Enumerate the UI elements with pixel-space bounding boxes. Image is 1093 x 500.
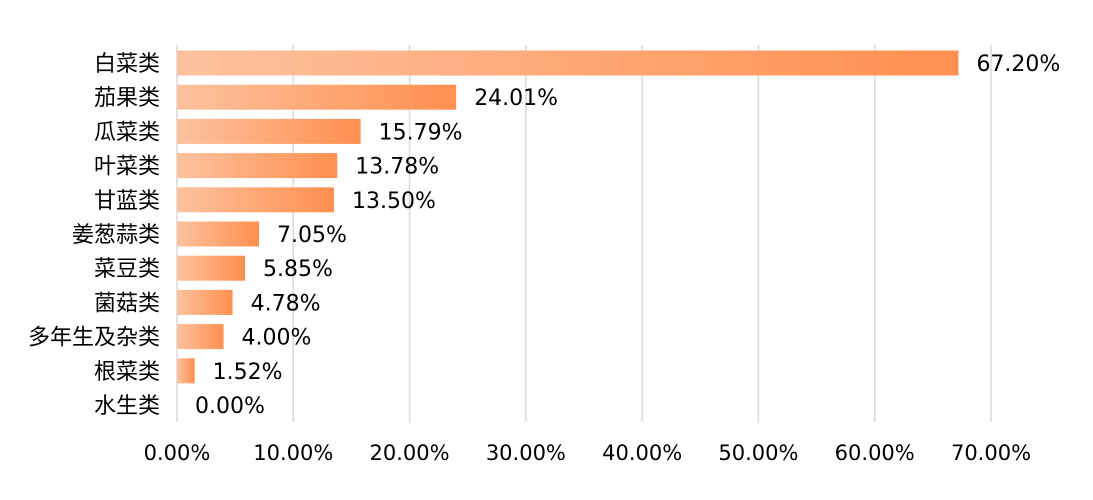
value-label-1: 24.01% [474, 86, 558, 111]
bars [177, 50, 959, 384]
x-tick-label-6: 60.00% [835, 441, 915, 465]
value-label-9: 1.52% [213, 360, 283, 385]
x-tick-label-1: 10.00% [253, 441, 333, 465]
x-tick-label-3: 30.00% [486, 441, 566, 465]
value-labels: 67.20% 24.01% 15.79% 13.78% 13.50%7.05% 5.85%… [195, 52, 1060, 419]
bar-6 [177, 255, 246, 281]
value-label-5: 7.05% [277, 223, 347, 248]
value-label-6: 5.85% [263, 257, 333, 282]
value-label-3: 13.78% [355, 155, 439, 180]
bar-4 [177, 187, 334, 213]
category-label-5: 姜葱蒜类 [72, 223, 160, 248]
bar-0 [177, 50, 959, 76]
value-label-0: 67.20% [976, 52, 1060, 77]
category-label-6: 菜豆类 [94, 257, 160, 282]
x-tick-label-0: 0.00% [144, 441, 211, 465]
x-tick-label-4: 40.00% [602, 441, 682, 465]
x-tick-label-7: 70.00% [951, 441, 1031, 465]
category-label-4: 甘蓝类 [94, 189, 160, 214]
value-label-8: 4.00% [242, 326, 312, 351]
bar-3 [177, 153, 338, 179]
category-label-8: 多年生及杂类 [28, 326, 160, 351]
category-label-9: 根菜类 [94, 360, 160, 385]
value-label-10: 0.00% [195, 394, 265, 419]
bar-7 [177, 289, 233, 315]
value-label-2: 15.79% [379, 120, 463, 145]
category-label-3: 叶菜类 [94, 155, 160, 180]
value-label-7: 4.78% [251, 291, 321, 316]
x-tick-label-5: 50.00% [718, 441, 798, 465]
bar-8 [177, 324, 224, 350]
value-label-4: 13.50% [352, 189, 436, 214]
bar-9 [177, 358, 195, 384]
category-label-10: 水生类 [94, 394, 160, 419]
category-label-0: 白菜类 [94, 52, 160, 77]
category-label-1: 茄果类 [94, 86, 160, 111]
x-tick-label-2: 20.00% [370, 441, 450, 465]
category-label-7: 菌菇类 [94, 291, 160, 316]
bar-2 [177, 118, 361, 144]
bar-5 [177, 221, 259, 247]
x-axis-tick-labels: 0.00% 10.00% 20.00% 30.00% 40.00% 50.00% 60.00… [144, 441, 1031, 465]
category-label-2: 瓜菜类 [94, 120, 160, 145]
bar-1 [177, 84, 457, 110]
